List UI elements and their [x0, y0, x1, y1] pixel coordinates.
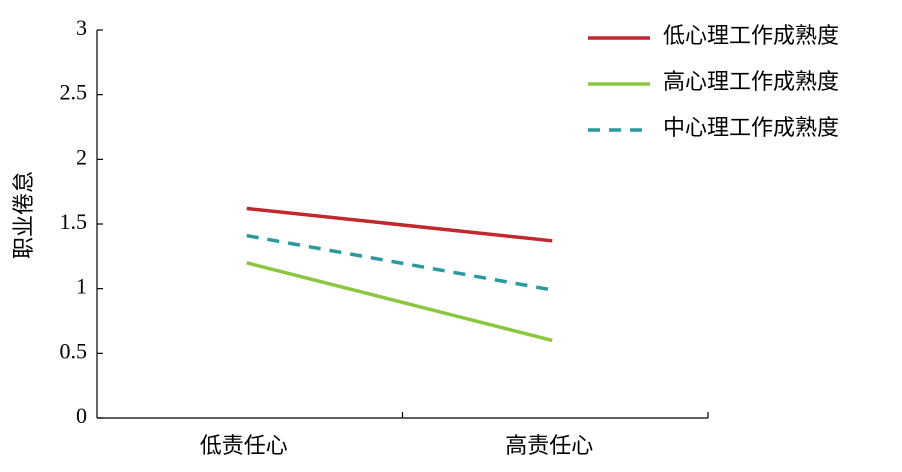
- y-tick-label: 2: [76, 144, 87, 169]
- series-line: [246, 206, 553, 243]
- y-tick-label: 2.5: [60, 80, 88, 105]
- y-tick-label: 0: [76, 403, 87, 428]
- legend-label: 低心理工作成熟度: [663, 23, 839, 48]
- y-tick-label: 1: [76, 274, 87, 299]
- y-tick-label: 1.5: [60, 209, 88, 234]
- y-tick-label: 0.5: [60, 338, 88, 363]
- series-line: [246, 233, 553, 292]
- legend-label: 中心理工作成熟度: [663, 115, 839, 140]
- legend-label: 高心理工作成熟度: [663, 69, 839, 94]
- series-line: [246, 261, 553, 343]
- y-tick-label: 3: [76, 15, 87, 40]
- y-axis-label: 职业倦怠: [11, 171, 36, 259]
- x-tick-label: 高责任心: [505, 433, 593, 458]
- x-tick-label: 低责任心: [200, 433, 288, 458]
